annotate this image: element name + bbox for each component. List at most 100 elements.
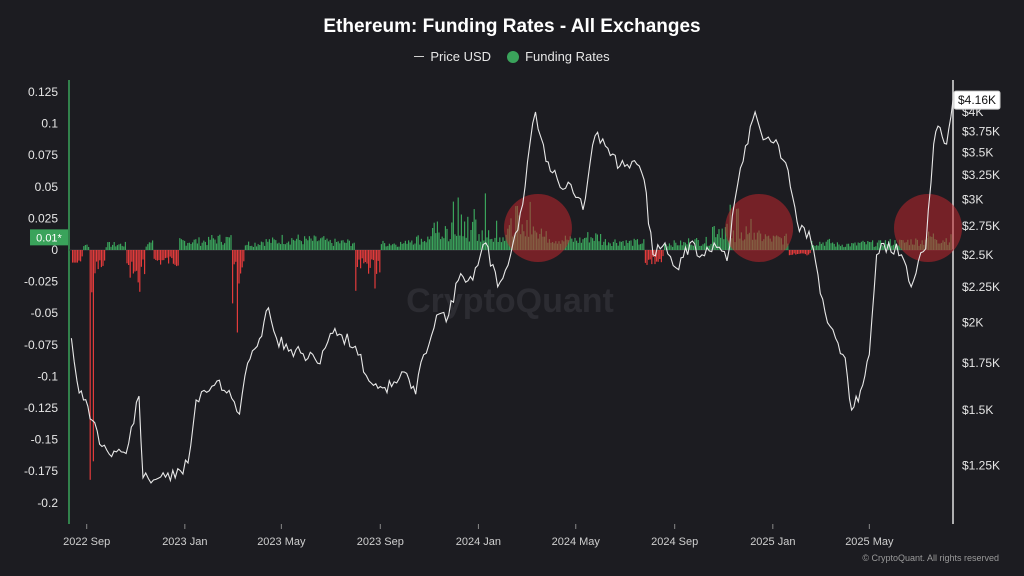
- legend-funding-label: Funding Rates: [525, 49, 610, 64]
- funding-bar: [84, 245, 86, 250]
- funding-bar: [222, 244, 224, 250]
- funding-bar: [182, 240, 184, 250]
- funding-bar: [209, 239, 211, 250]
- funding-bar: [156, 250, 158, 261]
- funding-bar: [456, 235, 458, 250]
- legend-price-label: Price USD: [430, 49, 492, 64]
- legend-item-funding[interactable]: Funding Rates: [507, 49, 610, 64]
- funding-bar: [112, 244, 114, 250]
- funding-bar: [120, 243, 122, 250]
- funding-bar: [208, 236, 210, 250]
- funding-bar: [254, 242, 256, 250]
- funding-bar: [220, 241, 222, 250]
- funding-bar: [432, 228, 434, 250]
- funding-bar: [636, 239, 638, 250]
- funding-bar: [451, 222, 453, 250]
- funding-bar: [590, 237, 592, 250]
- funding-bar: [422, 241, 424, 250]
- funding-bar: [192, 242, 194, 250]
- funding-bar: [352, 243, 354, 250]
- funding-bar: [843, 247, 845, 250]
- funding-bar: [459, 235, 461, 250]
- funding-bar: [366, 250, 368, 264]
- funding-bar: [817, 245, 819, 250]
- funding-bar: [688, 238, 690, 250]
- funding-bar: [273, 239, 275, 250]
- funding-bar: [251, 245, 253, 250]
- funding-bar: [240, 250, 242, 274]
- funding-bar: [196, 243, 198, 250]
- funding-bar: [195, 239, 197, 250]
- funding-bar: [596, 234, 598, 250]
- x-tick-label: 2025 Jan: [750, 536, 795, 548]
- funding-bar: [350, 246, 352, 250]
- funding-bar: [232, 250, 234, 304]
- chart-legend: Price USD Funding Rates: [0, 49, 1024, 64]
- funding-bar: [580, 242, 582, 250]
- funding-bar: [470, 230, 472, 250]
- funding-bar: [80, 250, 82, 262]
- funding-bar: [851, 243, 853, 250]
- funding-bar: [840, 246, 842, 250]
- funding-bar: [291, 238, 293, 250]
- funding-bar: [788, 250, 790, 256]
- funding-bar: [372, 250, 374, 261]
- funding-bar: [600, 234, 602, 250]
- funding-bar: [692, 245, 694, 250]
- left-tick-label: 0.1: [41, 117, 58, 131]
- funding-bar: [680, 240, 682, 250]
- funding-bar: [161, 250, 163, 261]
- funding-bar: [404, 240, 406, 250]
- funding-bar: [568, 240, 570, 250]
- funding-bar: [864, 242, 866, 250]
- funding-bar: [705, 236, 707, 250]
- funding-bar: [260, 241, 262, 250]
- funding-bar: [892, 244, 894, 250]
- funding-bar: [203, 240, 205, 250]
- left-tick-label: -0.05: [31, 306, 59, 320]
- left-tick-label: 0.075: [28, 148, 58, 162]
- funding-bar: [462, 236, 464, 250]
- funding-bar: [353, 242, 355, 250]
- funding-bar: [836, 242, 838, 250]
- funding-bar: [592, 238, 594, 250]
- funding-bar: [612, 241, 614, 250]
- funding-bar: [856, 245, 858, 250]
- highlight-circle: [894, 194, 962, 262]
- funding-bar: [891, 245, 893, 250]
- funding-bar: [438, 232, 440, 250]
- funding-bar: [187, 243, 189, 250]
- funding-bar: [465, 237, 467, 250]
- funding-bar: [164, 250, 166, 259]
- funding-bar: [609, 243, 611, 250]
- funding-bar: [624, 245, 626, 250]
- funding-bar: [257, 244, 259, 250]
- funding-bar: [870, 242, 872, 250]
- funding-bar: [723, 239, 725, 250]
- funding-bar: [683, 242, 685, 250]
- funding-bar: [638, 244, 640, 250]
- funding-bar: [627, 243, 629, 250]
- funding-bar: [171, 250, 173, 259]
- right-tick-label: $3K: [962, 192, 983, 206]
- funding-bar: [320, 238, 322, 250]
- current-price-marker: $4.16K: [953, 90, 1001, 110]
- funding-bar: [168, 250, 170, 264]
- funding-bar: [369, 250, 371, 268]
- funding-bar: [312, 240, 314, 250]
- funding-bar: [140, 250, 142, 267]
- funding-bar: [435, 233, 437, 250]
- funding-bar: [94, 250, 96, 274]
- funding-bar: [574, 237, 576, 250]
- x-axis-ticks: 2022 Sep 2023 Jan 2023 May 2023 Sep 2024 Jan…: [63, 524, 894, 548]
- funding-bar: [616, 243, 618, 250]
- funding-bar: [448, 241, 450, 250]
- funding-bar: [622, 241, 624, 250]
- funding-bar: [502, 237, 504, 250]
- funding-bar: [332, 245, 334, 250]
- legend-item-price[interactable]: Price USD: [414, 49, 491, 64]
- funding-bar: [276, 243, 278, 250]
- funding-bar: [241, 250, 243, 268]
- highlight-circles: [503, 194, 962, 262]
